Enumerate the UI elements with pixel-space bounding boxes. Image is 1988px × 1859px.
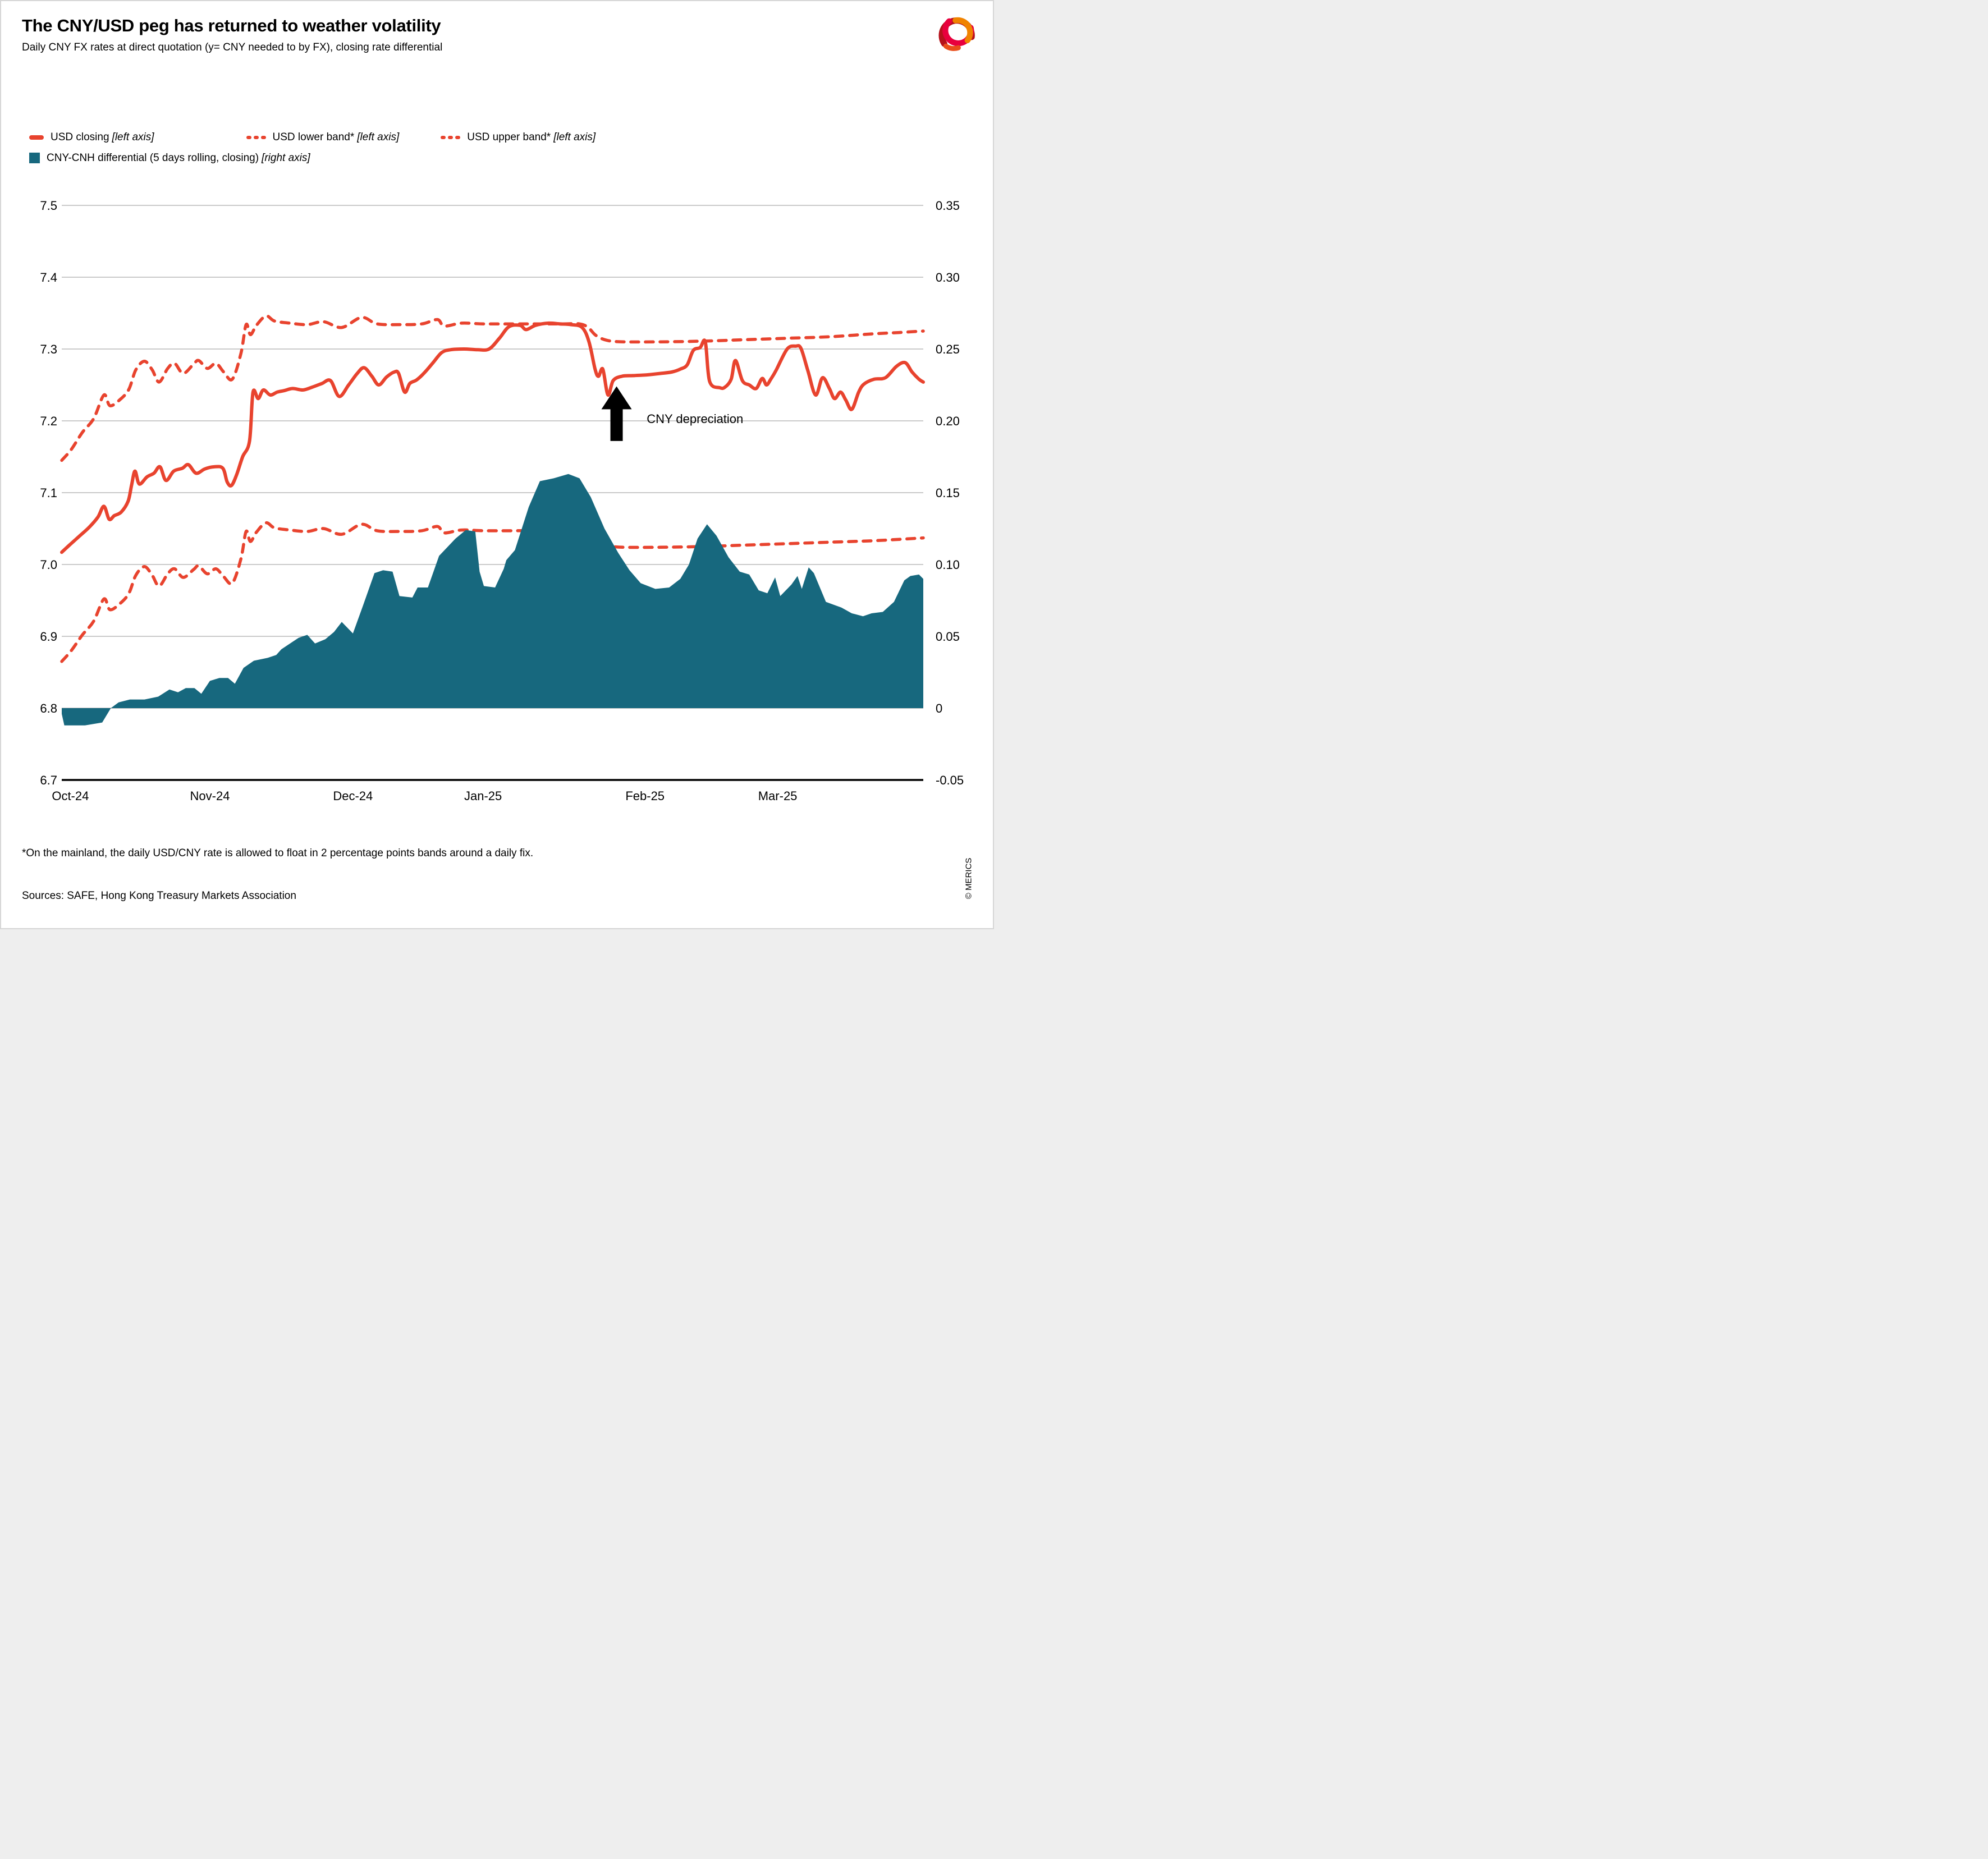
left-axis-tick-label: 7.1: [40, 486, 57, 500]
legend-item-usd-closing: USD closing [left axis]: [29, 127, 154, 148]
legend-axis-note: [right axis]: [262, 152, 310, 164]
usd-lower-band-line: [60, 521, 925, 663]
area-square-marker-icon: [29, 153, 40, 163]
legend-item-cny-cnh-differential: CNY-CNH differential (5 days rolling, cl…: [29, 148, 310, 168]
page-title: The CNY/USD peg has returned to weather …: [22, 16, 441, 35]
annotation-label: CNY depreciation: [647, 412, 743, 426]
copyright: © MERICS: [964, 857, 974, 899]
left-axis-tick-label: 6.8: [40, 701, 57, 715]
legend-label: USD lower band*: [272, 131, 355, 143]
left-axis-tick-label: 7.3: [40, 342, 57, 356]
dashed-line-marker-icon: [441, 135, 461, 139]
right-axis-tick-label: 0.35: [936, 199, 960, 213]
right-axis-tick-label: 0.30: [936, 270, 960, 284]
x-axis-tick-label: Feb-25: [625, 789, 665, 803]
right-axis-tick-label: 0: [936, 701, 942, 715]
page-subtitle: Daily CNY FX rates at direct quotation (…: [22, 42, 443, 53]
left-axis-tick-label: 6.9: [40, 630, 57, 644]
left-axis-tick-label: 7.2: [40, 414, 57, 428]
logo-orange-swirl: [952, 17, 973, 43]
cny-depreciation-arrow-icon: [601, 386, 632, 441]
right-axis-tick-label: 0.10: [936, 558, 960, 572]
right-axis-tick-label: 0.05: [936, 630, 960, 644]
legend: USD closing [left axis] USD lower band* …: [29, 127, 871, 168]
legend-axis-note: [left axis]: [357, 131, 400, 143]
legend-row-2: CNY-CNH differential (5 days rolling, cl…: [29, 148, 871, 168]
footnote: *On the mainland, the daily USD/CNY rate…: [22, 847, 534, 859]
x-axis-tick-label: Mar-25: [758, 789, 798, 803]
usd-closing-line: [60, 321, 925, 554]
x-axis-tick-label: Jan-25: [464, 789, 502, 803]
merics-chart-page: The CNY/USD peg has returned to weather …: [0, 0, 994, 929]
usd-upper-band-line: [60, 314, 925, 462]
legend-axis-note: [left axis]: [553, 131, 596, 143]
sources: Sources: SAFE, Hong Kong Treasury Market…: [22, 890, 296, 902]
right-axis-tick-label: 0.15: [936, 486, 960, 500]
legend-item-usd-lower-band: USD lower band* [left axis]: [246, 127, 400, 148]
left-axis-tick-label: 7.0: [40, 558, 57, 572]
right-axis-tick-label: -0.05: [936, 773, 964, 787]
left-axis-tick-label: 6.7: [40, 773, 57, 787]
legend-axis-note: [left axis]: [112, 131, 154, 143]
solid-line-marker-icon: [29, 135, 44, 140]
logo-orangered-swirl: [943, 43, 961, 51]
x-axis-tick-label: Dec-24: [333, 789, 373, 803]
right-axis-tick-label: 0.20: [936, 414, 960, 428]
legend-label: USD closing: [51, 131, 109, 143]
fx-rates-chart: 7.5 0.35 7.4 0.30 7.3 0.25 7.2 0.20 7.1 0.15 7.0 0.…: [40, 199, 964, 803]
right-axis-tick-label: 0.25: [936, 342, 960, 356]
dashed-line-marker-icon: [246, 135, 266, 139]
legend-label: CNY-CNH differential (5 days rolling, cl…: [47, 152, 259, 164]
x-axis-tick-label: Oct-24: [52, 789, 89, 803]
merics-logo: [938, 17, 975, 51]
left-axis-tick-label: 7.5: [40, 199, 57, 213]
legend-row-1: USD closing [left axis] USD lower band* …: [29, 127, 871, 148]
legend-label: USD upper band*: [467, 131, 551, 143]
legend-item-usd-upper-band: USD upper band* [left axis]: [441, 127, 596, 148]
cny-cnh-differential-area: [62, 474, 923, 726]
left-axis-tick-label: 7.4: [40, 270, 57, 284]
x-axis-tick-label: Nov-24: [190, 789, 230, 803]
